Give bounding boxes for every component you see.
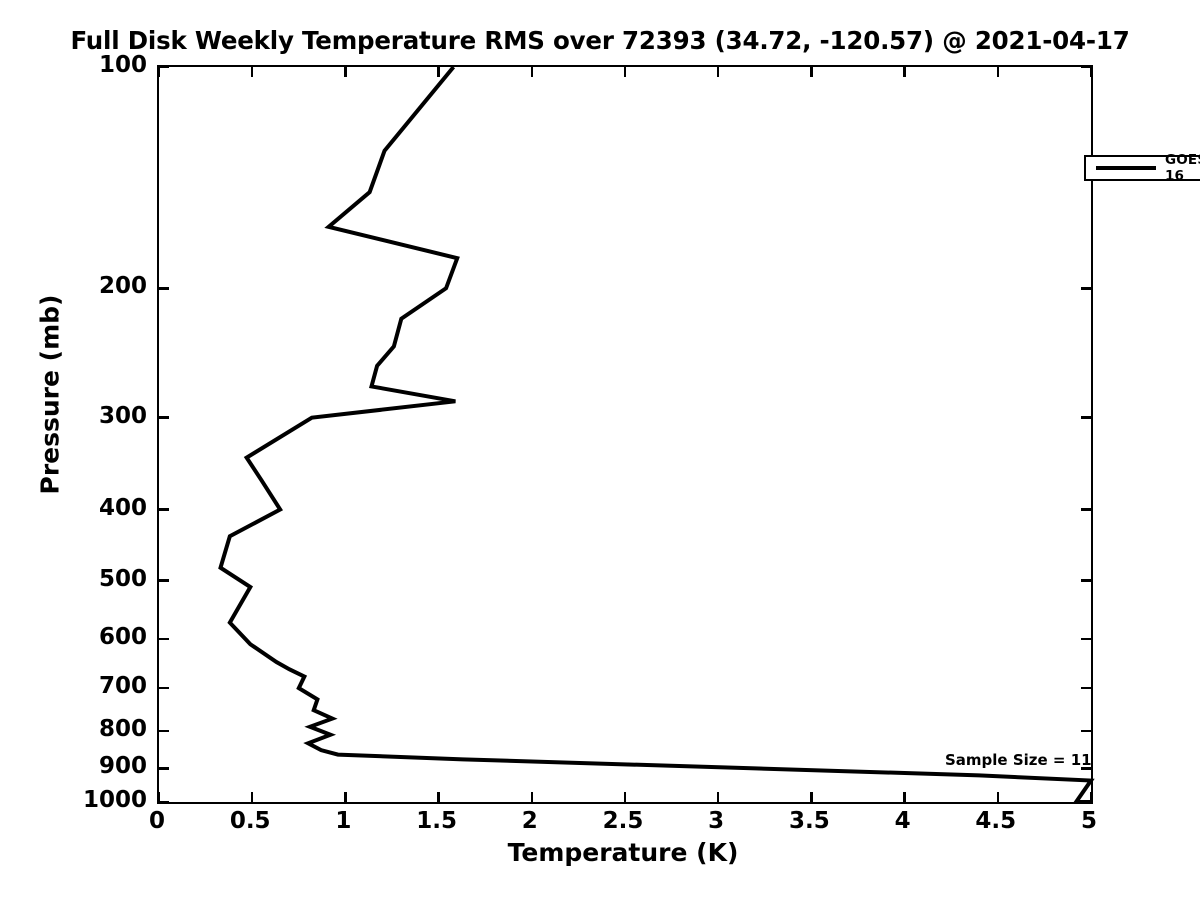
y-tick-mark xyxy=(1081,508,1091,511)
y-tick-mark xyxy=(159,287,169,290)
y-tick-label-1000: 1000 xyxy=(82,787,147,813)
y-tick-label-200: 200 xyxy=(98,273,147,300)
y-tick-mark xyxy=(1081,637,1091,641)
x-tick-label-4: 4 xyxy=(894,808,911,834)
x-tick-mark xyxy=(996,792,1000,802)
y-tick-mark xyxy=(1081,686,1091,690)
x-tick-mark xyxy=(810,792,813,802)
x-tick-mark xyxy=(903,792,906,802)
x-tick-mark xyxy=(344,792,347,802)
x-tick-mark xyxy=(437,792,440,802)
x-tick-label-5: 5 xyxy=(1080,808,1098,834)
x-tick-mark xyxy=(250,792,254,802)
y-tick-mark xyxy=(1081,416,1091,419)
y-tick-mark xyxy=(159,579,169,582)
y-tick-mark xyxy=(159,508,169,511)
sample-size-annotation: Sample Size = 11 xyxy=(945,751,1092,769)
x-tick-mark xyxy=(344,67,347,77)
x-tick-mark xyxy=(716,67,720,77)
y-tick-label-100: 100 xyxy=(98,52,147,78)
legend-label-goes16: GOES-16 xyxy=(1164,152,1200,184)
x-tick-mark xyxy=(250,67,254,77)
y-tick-mark xyxy=(1081,579,1091,582)
x-tick-mark xyxy=(157,792,161,802)
y-tick-mark xyxy=(159,767,169,770)
y-tick-label-500: 500 xyxy=(98,565,147,592)
y-tick-mark xyxy=(159,416,169,419)
page-title: Full Disk Weekly Temperature RMS over 72… xyxy=(70,26,1130,55)
x-tick-label-2.5: 2.5 xyxy=(602,808,644,834)
x-tick-mark xyxy=(1089,792,1093,802)
x-axis-label: Temperature (K) xyxy=(507,838,739,867)
y-tick-mark xyxy=(159,686,169,690)
x-tick-label-4.5: 4.5 xyxy=(975,808,1017,834)
x-tick-label-2: 2 xyxy=(521,808,538,834)
y-tick-label-600: 600 xyxy=(98,623,147,650)
x-tick-mark xyxy=(996,67,1000,77)
y-tick-mark xyxy=(1081,729,1091,733)
y-tick-mark xyxy=(1081,287,1091,290)
x-tick-label-0: 0 xyxy=(148,808,166,834)
y-axis-tick-labels: 100 200 300 400 500 600 700 800 900 1000 xyxy=(0,52,147,813)
y-tick-mark xyxy=(1081,65,1091,69)
legend-line-swatch xyxy=(1096,166,1156,170)
x-tick-mark xyxy=(1089,67,1093,77)
x-tick-mark xyxy=(530,67,534,77)
data-line-goes16 xyxy=(218,65,1095,804)
x-tick-label-1.5: 1.5 xyxy=(416,808,457,834)
x-tick-mark xyxy=(810,67,813,77)
y-tick-label-800: 800 xyxy=(98,715,147,742)
y-tick-label-400: 400 xyxy=(98,494,147,521)
x-tick-mark xyxy=(716,792,720,802)
y-tick-label-900: 900 xyxy=(98,753,147,780)
y-tick-mark xyxy=(159,65,169,69)
y-tick-mark xyxy=(159,637,169,641)
x-tick-label-3: 3 xyxy=(708,808,725,834)
x-tick-mark xyxy=(157,67,161,77)
x-tick-label-0.5: 0.5 xyxy=(229,808,271,834)
x-axis-tick-labels: 0 0.5 1 1.5 2 2.5 3 3.5 4 4.5 5 xyxy=(149,808,1097,842)
y-tick-label-300: 300 xyxy=(98,402,147,429)
x-tick-label-3.5: 3.5 xyxy=(789,808,830,834)
y-tick-mark xyxy=(1081,800,1091,804)
x-tick-mark xyxy=(623,792,627,802)
x-tick-mark xyxy=(623,67,627,77)
plot-area: GOES-16 xyxy=(157,65,1200,804)
y-tick-mark xyxy=(159,800,169,804)
y-tick-mark xyxy=(1081,767,1091,770)
x-tick-mark xyxy=(903,67,906,77)
x-tick-mark xyxy=(530,792,534,802)
x-tick-label-1: 1 xyxy=(335,808,352,834)
legend: GOES-16 xyxy=(1084,152,1200,184)
y-tick-label-700: 700 xyxy=(98,673,147,700)
x-tick-mark xyxy=(437,67,440,77)
y-tick-mark xyxy=(159,729,169,733)
